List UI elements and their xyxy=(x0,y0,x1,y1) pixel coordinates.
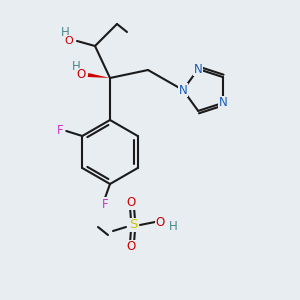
Text: H: H xyxy=(72,59,80,73)
Text: N: N xyxy=(218,96,227,110)
Text: H: H xyxy=(61,26,69,40)
Polygon shape xyxy=(88,73,110,78)
Text: O: O xyxy=(64,36,74,46)
Text: H: H xyxy=(169,220,177,232)
Text: N: N xyxy=(178,83,188,97)
Text: O: O xyxy=(126,241,136,254)
Text: F: F xyxy=(102,197,108,211)
Text: O: O xyxy=(126,196,136,209)
Text: O: O xyxy=(76,68,85,82)
Text: S: S xyxy=(129,218,137,232)
Text: N: N xyxy=(194,63,203,76)
Text: O: O xyxy=(155,215,165,229)
Text: F: F xyxy=(57,124,64,137)
